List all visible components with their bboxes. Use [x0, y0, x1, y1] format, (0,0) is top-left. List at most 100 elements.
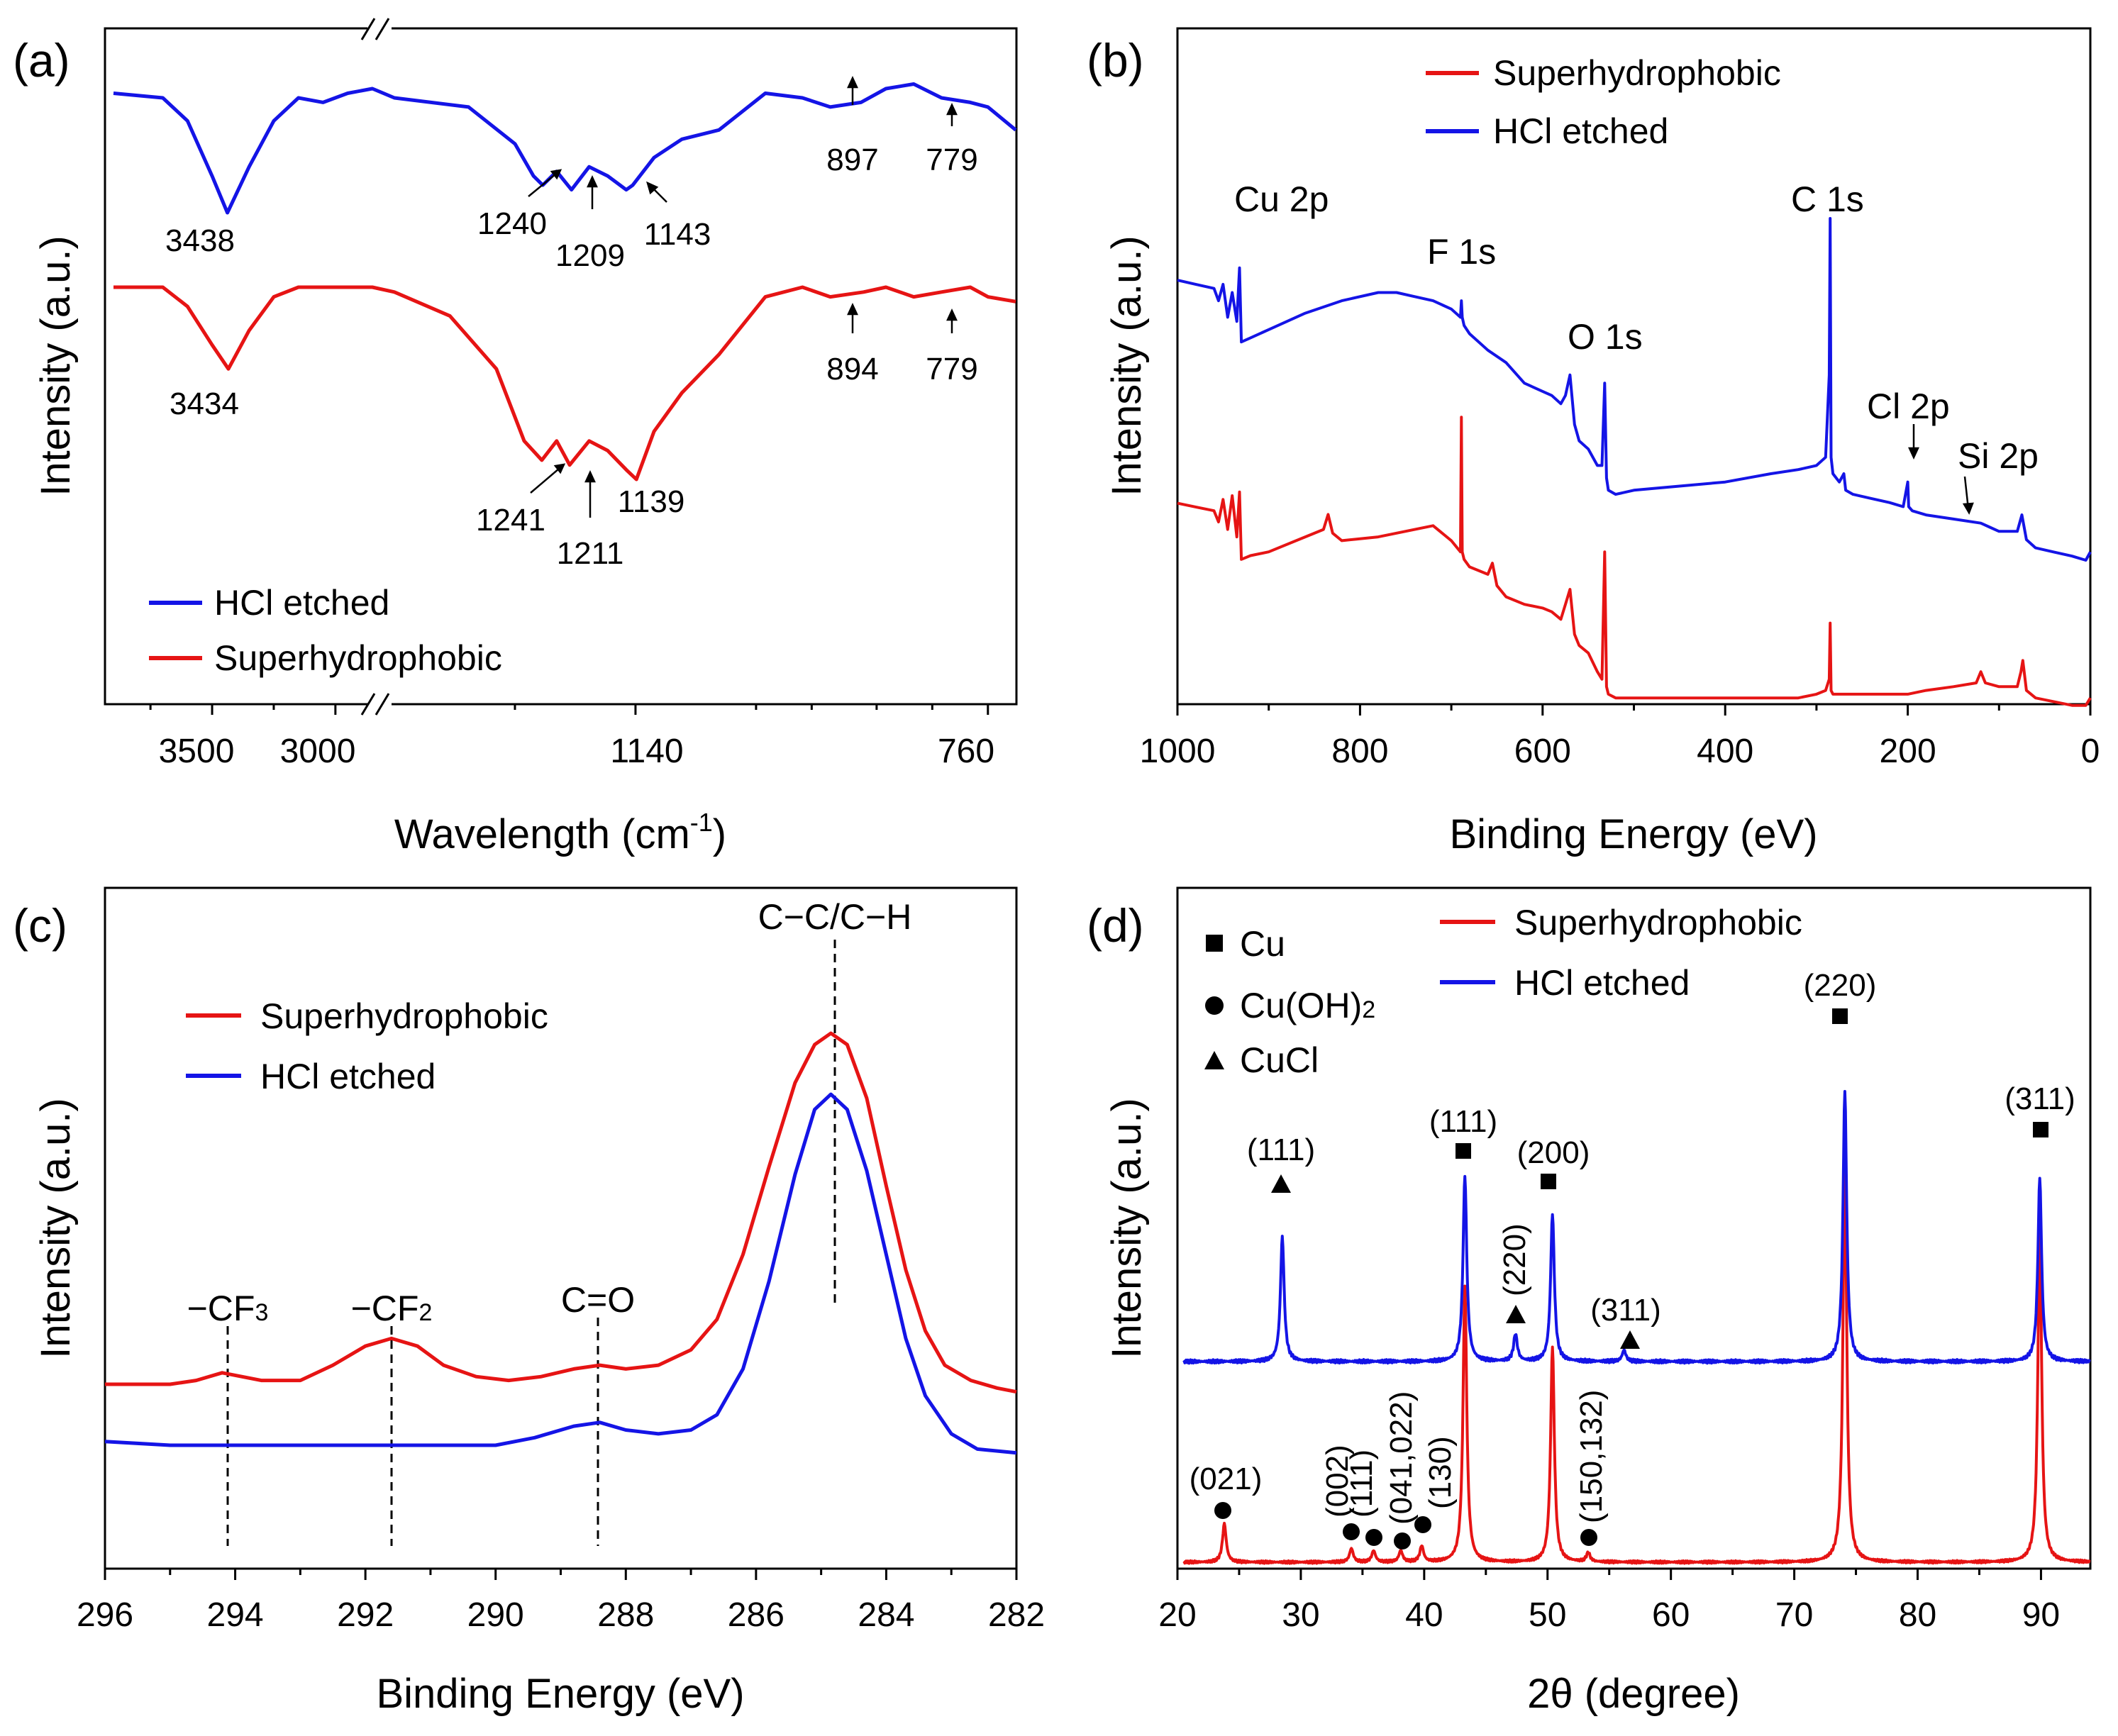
b-xtick-label-800: 800: [1331, 733, 1388, 770]
b-peak-f1s: F 1s: [1427, 232, 1496, 272]
c-peak-cf3: −CF3: [187, 1289, 269, 1328]
a-ann-3434: 3434: [170, 386, 239, 421]
d-xtick-label-30: 30: [1282, 1596, 1319, 1634]
d-lbl-cuoh2-130: (130): [1423, 1436, 1458, 1509]
d-legend-cucl: CuCl: [1240, 1040, 1319, 1080]
panel-d-cu-markers: [1214, 1008, 2048, 1549]
panel-a-label: (a): [13, 34, 70, 87]
panel-c-series-hcl-etched: [104, 1092, 1017, 1455]
d-lbl-cucl-220: (220): [1497, 1223, 1532, 1296]
a-ann-1143: 1143: [644, 217, 711, 252]
d-lbl-cuoh2-150-132: (150,132): [1574, 1390, 1609, 1523]
panel-b-series-hcl-etched: [1177, 217, 2092, 562]
panel-c-label: (c): [13, 899, 67, 952]
a-legend-super: Superhydrophobic: [214, 638, 502, 678]
panel-c-legend: Superhydrophobic HCl etched: [186, 996, 548, 1096]
c-legend-super: Superhydrophobic: [260, 996, 548, 1036]
d-xtick-label-50: 50: [1529, 1596, 1566, 1634]
panel-d-series-superhydrophobic: [1182, 1152, 2092, 1565]
b-xtick-label-600: 600: [1514, 733, 1571, 770]
d-lbl-cuoh2-002: (002): [1320, 1445, 1355, 1518]
a-ann-3438: 3438: [165, 223, 235, 258]
d-lbl-cu-111: (111): [1429, 1104, 1497, 1139]
a-ann-1139: 1139: [618, 484, 685, 519]
a-ann-897: 897: [826, 143, 878, 177]
c-xtick-label-284: 284: [858, 1596, 914, 1634]
panel-b-label: (b): [1087, 34, 1144, 87]
panel-b-peak-labels: Cu 2p F 1s O 1s C 1s Cl 2p Si 2p: [1234, 179, 2039, 476]
b-peak-cl2p: Cl 2p: [1867, 386, 1950, 426]
a-ann-894: 894: [826, 352, 878, 386]
panel-a-series-hcl-etched: [113, 82, 1017, 215]
d-legend-square-icon: [1206, 935, 1223, 952]
d-lbl-cu-311: (311): [2005, 1081, 2075, 1116]
panel-c-ticks: 296 294 292 290 288 286 284 282: [77, 1569, 1045, 1634]
panel-c-dashed-lines: [226, 940, 836, 1546]
b-xtick-label-1000: 1000: [1140, 733, 1216, 770]
d-lbl-cuoh2-021: (021): [1190, 1462, 1263, 1496]
d-cu-111-square-icon: [1456, 1143, 1471, 1159]
d-cuoh2-041-circle-icon: [1394, 1532, 1411, 1549]
b-peak-o1s: O 1s: [1568, 317, 1643, 357]
panel-d-label: (d): [1087, 899, 1144, 952]
panel-d-frame: [1176, 886, 2092, 1570]
panel-a-xtick-760: 760: [938, 733, 994, 770]
panel-a-xtick-1140: 1140: [610, 733, 683, 770]
c-xtick-label-288: 288: [597, 1596, 654, 1634]
a-ann-1240: 1240: [477, 206, 547, 241]
c-peak-co: C=O: [561, 1280, 635, 1320]
a-ann-779-blue: 779: [926, 143, 977, 177]
panel-a-xlabel: Wavelength (cm-1): [394, 808, 726, 857]
d-cucl-220-triangle-icon: [1506, 1305, 1526, 1323]
panel-d: (d) 20 30 40 50 60 70 80 90 2θ (degree) Intensi…: [1087, 886, 2092, 1717]
d-legend-circle-icon: [1205, 996, 1224, 1015]
d-cu-220-square-icon: [1832, 1008, 1848, 1024]
d-lbl-cuoh2-041-022: (041,022): [1384, 1391, 1419, 1525]
panel-c: (c) 296 294 292 290 288 286 284 282 Binding Ene…: [13, 886, 1045, 1717]
panel-b: (b) 1000 800 600 400 200 0 Binding Energy (eV…: [1087, 27, 2100, 857]
d-lbl-cu-220: (220): [1804, 968, 1877, 1003]
d-xtick-label-90: 90: [2022, 1596, 2060, 1634]
c-xtick-label-290: 290: [467, 1596, 524, 1634]
c-xtick-label-292: 292: [337, 1596, 394, 1634]
panel-d-series-hcl-etched: [1182, 1090, 2092, 1365]
panel-d-peak-labels: (111) (200) (220) (311) (111) (220) (311…: [1190, 968, 2075, 1525]
b-xtick-label-400: 400: [1697, 733, 1753, 770]
d-xtick-label-60: 60: [1652, 1596, 1690, 1634]
d-legend-hcl: HCl etched: [1514, 963, 1690, 1003]
b-xtick-label-0: 0: [2081, 733, 2100, 770]
b-legend-super: Superhydrophobic: [1493, 53, 1781, 93]
panel-c-ylabel: Intensity (a.u.): [33, 1098, 79, 1358]
panel-c-peak-labels: C−C/C−H C=O −CF3 −CF2: [187, 897, 912, 1328]
d-lbl-cuoh2-111: (111): [1344, 1450, 1379, 1518]
panel-b-series-superhydrophobic: [1177, 416, 2092, 707]
d-cuoh2-150-circle-icon: [1580, 1529, 1597, 1546]
c-xtick-label-282: 282: [988, 1596, 1045, 1634]
c-legend-hcl: HCl etched: [260, 1057, 436, 1096]
d-legend-super: Superhydrophobic: [1514, 903, 1802, 942]
panel-a: (a) 3500 3000 1140 760 Wavelength (cm-1)…: [13, 18, 1018, 857]
panel-d-xlabel: 2θ (degree): [1527, 1671, 1740, 1717]
panel-c-series-superhydrophobic: [105, 1031, 1017, 1394]
panel-b-arrows: [1908, 424, 1974, 515]
d-lbl-cucl-111: (111): [1247, 1133, 1315, 1167]
panel-a-arrows: [528, 76, 958, 518]
panel-a-annotations: 3438 1240 1209 1143 897 779 3434 1241 12…: [165, 143, 978, 571]
d-xtick-label-70: 70: [1775, 1596, 1813, 1634]
d-cuoh2-130-circle-icon: [1414, 1516, 1431, 1533]
a-ann-1241: 1241: [476, 503, 545, 538]
a-legend-hcl: HCl etched: [214, 583, 389, 623]
panel-a-legend: HCl etched Superhydrophobic: [149, 583, 502, 678]
panel-d-ylabel: Intensity (a.u.): [1104, 1098, 1150, 1358]
panel-a-ticks: [149, 704, 989, 715]
d-cuoh2-002-circle-icon: [1343, 1523, 1360, 1540]
panel-d-legend: Superhydrophobic HCl etched: [1440, 903, 1802, 1003]
b-peak-cu2p: Cu 2p: [1234, 179, 1329, 219]
panel-a-xtick-3000: 3000: [280, 733, 356, 770]
c-xtick-label-296: 296: [77, 1596, 133, 1634]
d-xtick-label-20: 20: [1158, 1596, 1196, 1634]
panel-b-ylabel: Intensity (a.u.): [1104, 235, 1150, 496]
c-peak-cf2: −CF2: [351, 1289, 433, 1328]
d-cucl-111-triangle-icon: [1271, 1174, 1291, 1193]
